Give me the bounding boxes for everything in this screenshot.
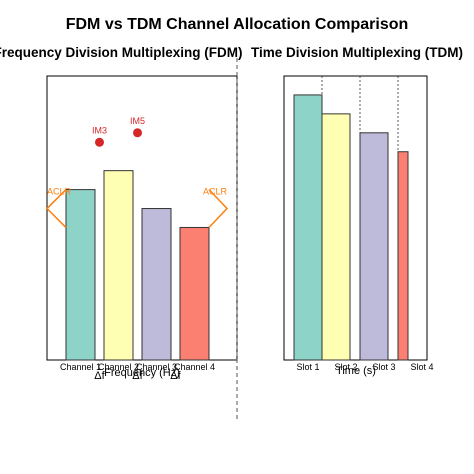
- fdm-bar-1: [65, 189, 96, 361]
- aclr-label: ACLR: [203, 187, 228, 197]
- intermod-label: IM3: [92, 125, 107, 135]
- intermod-marker-1: [95, 137, 104, 147]
- tdm-bar-4: [397, 151, 409, 361]
- guard-band-label: Δf: [94, 370, 105, 382]
- tdm-title: Time Division Multiplexing (TDM): [251, 45, 463, 60]
- aclr-label: ACLR: [47, 187, 72, 197]
- aclr-marker-left: [45, 189, 67, 229]
- tdm-tick-labels: Slot 1 Slot 2 Slot 3 Slot 4: [296, 362, 433, 372]
- aclr-marker-right: [208, 189, 229, 229]
- fdm-bar-4: [179, 226, 210, 361]
- fdm-tick-label: Channel 4: [174, 362, 215, 372]
- guard-band-label: Δf: [132, 370, 143, 382]
- tdm-tick-label: Slot 3: [372, 362, 395, 372]
- tdm-bar-1: [293, 94, 323, 361]
- fdm-panel: Frequency Division Multiplexing (FDM) Ch…: [0, 45, 243, 382]
- figure-title: FDM vs TDM Channel Allocation Comparison: [66, 16, 409, 33]
- fdm-tick-label: Channel 1: [60, 362, 101, 372]
- guard-band-label: Δf: [170, 370, 181, 382]
- fdm-bar-3: [141, 208, 172, 361]
- tdm-bars: [293, 76, 409, 361]
- intermod-label: IM5: [130, 116, 145, 126]
- tdm-frame: [283, 75, 428, 361]
- fdm-bar-2: [103, 170, 134, 361]
- fdm-bars: [65, 170, 210, 361]
- fdm-xlabel: Frequency (Hz): [104, 367, 180, 379]
- tdm-bar-3: [359, 132, 389, 361]
- tdm-tick-label: Slot 1: [296, 362, 319, 372]
- intermod-marker-2: [133, 128, 142, 138]
- tdm-tick-label: Slot 2: [334, 362, 357, 372]
- fdm-title: Frequency Division Multiplexing (FDM): [0, 45, 243, 60]
- fdm-tick-label: Channel 3: [136, 362, 177, 372]
- fdm-tick-label: Channel 2: [98, 362, 139, 372]
- tdm-bar-2: [321, 113, 351, 361]
- fdm-annotations: IM3 IM5 ACLR ACLR Δf Δf Δf: [45, 116, 229, 382]
- tdm-xlabel: Time (s): [336, 365, 376, 377]
- tdm-tick-label: Slot 4: [410, 362, 433, 372]
